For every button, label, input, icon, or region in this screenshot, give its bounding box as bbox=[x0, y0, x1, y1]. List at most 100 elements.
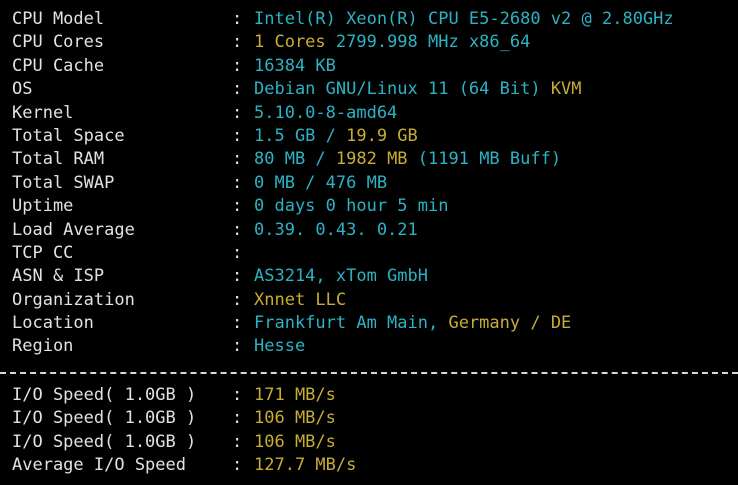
value-segment: 106 MB/s bbox=[254, 431, 336, 452]
row-label: CPU Cores bbox=[12, 32, 105, 53]
row-separator: : bbox=[232, 196, 243, 217]
value-segment: 80 MB / bbox=[254, 149, 326, 170]
value-segment: 5.10.0-8-amd64 bbox=[254, 102, 398, 123]
row-label: I/O Speed( 1.0GB ) bbox=[12, 408, 197, 429]
row-label: I/O Speed( 1.0GB ) bbox=[12, 385, 197, 405]
info-row: ASN & ISP: AS3214, xTom GmbH bbox=[0, 265, 738, 288]
info-row: CPU Model: Intel(R) Xeon(R) CPU E5-2680 v… bbox=[0, 8, 738, 31]
row-label: Region bbox=[12, 336, 74, 357]
info-row: Kernel:5.10.0-8-amd64 bbox=[0, 102, 738, 125]
row-value: 80 MB / 1982 MB (1191 MB Buff) bbox=[254, 148, 561, 171]
row-separator: : bbox=[232, 266, 243, 287]
row-label: Total SWAP bbox=[12, 172, 115, 193]
row-separator: : bbox=[232, 55, 243, 76]
value-segment: (1191 MB Buff) bbox=[407, 149, 562, 170]
info-row: Total SWAP:0 MB / 476 MB bbox=[0, 172, 738, 195]
row-label: ASN & ISP bbox=[12, 266, 105, 287]
row-label: I/O Speed( 1.0GB ) bbox=[12, 431, 197, 452]
row-value: Debian GNU/Linux 11 (64 Bit) KVM bbox=[254, 78, 582, 101]
value-segment: Debian GNU/Linux 11 (64 Bit) bbox=[254, 79, 541, 100]
value-segment: 0.39. 0.43. 0.21 bbox=[254, 219, 418, 240]
row-separator: : bbox=[232, 455, 243, 476]
row-value: 0 MB / 476 MB bbox=[254, 172, 387, 195]
row-separator: : bbox=[232, 9, 243, 29]
value-segment: 171 MB/s bbox=[254, 385, 336, 405]
value-segment: Hesse bbox=[254, 336, 306, 357]
row-label: Average I/O Speed bbox=[12, 455, 186, 476]
info-row: Total Space:1.5 GB / 19.9 GB bbox=[0, 125, 738, 148]
row-value: 5.10.0-8-amd64 bbox=[254, 102, 397, 125]
value-segment: 1.5 GB / bbox=[254, 125, 336, 146]
value-segment: 1982 MB bbox=[325, 149, 408, 170]
info-row: Total RAM:80 MB / 1982 MB (1191 MB Buff) bbox=[0, 148, 738, 171]
value-segment: 0 days 0 hour 5 min bbox=[254, 196, 449, 217]
row-separator: : bbox=[232, 79, 243, 100]
row-label: Load Average bbox=[12, 219, 135, 240]
row-label: CPU Cache bbox=[12, 55, 105, 76]
info-section: I/O Speed( 1.0GB ):171 MB/s I/O Speed( 1.… bbox=[0, 384, 738, 478]
row-separator: : bbox=[232, 219, 243, 240]
info-row: Average I/O Speed:127.7 MB/s bbox=[0, 454, 738, 477]
info-row: Location: Frankfurt Am Main, Germany / DE bbox=[0, 312, 738, 335]
value-segment: 19.9 GB bbox=[335, 125, 418, 146]
info-row: I/O Speed( 1.0GB ):171 MB/s bbox=[0, 384, 738, 407]
row-separator: : bbox=[232, 313, 243, 334]
info-row: I/O Speed( 1.0GB ):106 MB/s bbox=[0, 407, 738, 430]
row-separator: : bbox=[232, 125, 243, 146]
value-segment: Intel(R) Xeon(R) CPU E5-2680 v2 @ 2.80GH… bbox=[254, 9, 674, 29]
row-label: Uptime bbox=[12, 196, 74, 217]
row-value: 1.5 GB / 19.9 GB bbox=[254, 125, 418, 148]
row-value: Intel(R) Xeon(R) CPU E5-2680 v2 @ 2.80GH… bbox=[254, 8, 674, 31]
row-value: Frankfurt Am Main, Germany / DE bbox=[254, 312, 571, 335]
row-separator: : bbox=[232, 385, 243, 405]
row-separator: : bbox=[232, 242, 243, 263]
row-separator: : bbox=[232, 408, 243, 429]
row-label: Kernel bbox=[12, 102, 74, 123]
row-separator: : bbox=[232, 431, 243, 452]
row-separator: : bbox=[232, 102, 243, 123]
row-label: Total Space bbox=[12, 125, 125, 146]
row-label: TCP CC bbox=[12, 242, 74, 263]
row-value: 171 MB/s bbox=[254, 384, 336, 407]
row-label: Total RAM bbox=[12, 149, 105, 170]
row-value: 106 MB/s bbox=[254, 431, 336, 454]
info-row: Organization: Xnnet LLC bbox=[0, 289, 738, 312]
row-value: 127.7 MB/s bbox=[254, 454, 356, 477]
row-value: Xnnet LLC bbox=[254, 289, 346, 312]
row-label: CPU Model bbox=[12, 9, 105, 29]
value-segment: Xnnet LLC bbox=[254, 289, 347, 310]
info-row: I/O Speed( 1.0GB ):106 MB/s bbox=[0, 431, 738, 454]
info-row: Region: Hesse bbox=[0, 335, 738, 358]
row-value: Hesse bbox=[254, 335, 305, 358]
row-value: 16384 KB bbox=[254, 55, 336, 78]
info-row: TCP CC: bbox=[0, 242, 738, 265]
row-separator: : bbox=[232, 149, 243, 170]
value-segment: 16384 KB bbox=[254, 55, 336, 76]
row-separator: : bbox=[232, 172, 243, 193]
row-value: AS3214, xTom GmbH bbox=[254, 265, 428, 288]
row-value: 0.39. 0.43. 0.21 bbox=[254, 219, 418, 242]
info-row: Uptime:0 days 0 hour 5 min bbox=[0, 195, 738, 218]
value-segment: 1 Cores bbox=[254, 32, 326, 53]
value-segment: AS3214, xTom GmbH bbox=[254, 266, 428, 287]
info-section: CPU Model: Intel(R) Xeon(R) CPU E5-2680 v… bbox=[0, 8, 738, 359]
row-value: 0 days 0 hour 5 min bbox=[254, 195, 448, 218]
row-separator: : bbox=[232, 32, 243, 53]
row-value: 106 MB/s bbox=[254, 407, 336, 430]
info-row: CPU Cache:16384 KB bbox=[0, 55, 738, 78]
info-row: Load Average:0.39. 0.43. 0.21 bbox=[0, 219, 738, 242]
row-label: OS bbox=[12, 79, 33, 100]
value-segment: Germany / DE bbox=[438, 313, 572, 334]
value-segment: Frankfurt Am Main, bbox=[254, 313, 439, 334]
value-segment: 0 MB / 476 MB bbox=[254, 172, 388, 193]
row-separator: : bbox=[232, 336, 243, 357]
row-separator: : bbox=[232, 289, 243, 310]
info-row: OS: Debian GNU/Linux 11 (64 Bit) KVM bbox=[0, 78, 738, 101]
value-segment: 106 MB/s bbox=[254, 408, 336, 429]
info-row: CPU Cores:1 Cores 2799.998 MHz x86_64 bbox=[0, 31, 738, 54]
row-label: Location bbox=[12, 313, 94, 334]
value-segment: 127.7 MB/s bbox=[254, 455, 357, 476]
value-segment: KVM bbox=[540, 79, 582, 100]
row-value: 1 Cores 2799.998 MHz x86_64 bbox=[254, 31, 530, 54]
